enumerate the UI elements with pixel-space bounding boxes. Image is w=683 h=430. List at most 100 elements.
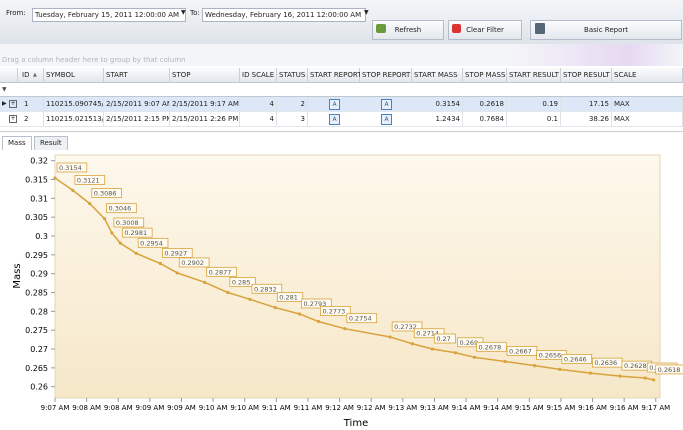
grid-cell: MAX	[612, 112, 683, 126]
grid-cell: 0.7684	[463, 112, 507, 126]
x-tick-label: 9:17 AM	[641, 404, 670, 412]
label-box	[476, 341, 507, 352]
label-box	[561, 353, 593, 364]
column-header[interactable]: STATUS	[277, 68, 308, 83]
from-label: From:	[6, 9, 26, 17]
data-grid: ID SYMBOL START STOP ID SCALE STATUS START REP…	[0, 68, 683, 128]
column-header[interactable]: STOP REPORT	[360, 68, 412, 83]
to-label: To:	[190, 9, 200, 17]
tab-mass[interactable]: Mass	[2, 136, 32, 150]
basic-report-button[interactable]: Basic Report	[530, 20, 682, 40]
dropdown-arrow[interactable]: ▼	[181, 9, 186, 16]
label-box	[206, 266, 237, 277]
column-header[interactable]: STOP	[170, 68, 240, 83]
expand-box[interactable]: +	[9, 100, 17, 108]
data-label: 0.2773	[323, 308, 346, 316]
y-tick-label: 0.29	[30, 270, 48, 279]
x-tick-label: 9:11 AM	[262, 404, 291, 412]
y-tick-label: 0.31	[30, 194, 48, 203]
grid-cell: 3	[277, 112, 308, 126]
x-tick-label: 9:14 AM	[452, 404, 481, 412]
grid-cell: 17.15	[561, 97, 612, 111]
splitter	[0, 131, 683, 132]
to-combo[interactable]: Wednesday, February 16, 2011 12:00:00 AM	[202, 8, 366, 22]
grid-cell: 110215.090745/4	[44, 97, 104, 111]
column-header[interactable]: START MASS	[412, 68, 463, 83]
expand-box[interactable]: +	[9, 115, 17, 123]
report-icon[interactable]: A	[381, 99, 392, 110]
label-box	[121, 227, 153, 238]
x-tick-label: 9:10 AM	[199, 404, 228, 412]
data-label: 0.285	[232, 279, 251, 287]
data-point	[410, 342, 414, 346]
clear-filter-button[interactable]: Clear Filter	[448, 20, 522, 40]
x-tick-label: 9:07 AM	[41, 404, 70, 412]
grid-cell: 0.3154	[412, 97, 463, 111]
data-label: 0.2656	[539, 352, 562, 360]
label-box	[91, 188, 122, 198]
data-label: 0.3086	[94, 190, 117, 198]
data-label: 0.3046	[109, 205, 132, 213]
report-icon[interactable]: A	[381, 114, 392, 125]
x-tick-label: 9:10 AM	[230, 404, 259, 412]
data-point	[297, 312, 302, 316]
column-header[interactable]: STOP RESULT	[561, 68, 612, 83]
y-axis-title: Mass	[12, 263, 23, 288]
data-label: 0.3121	[77, 176, 100, 184]
report-icon[interactable]: A	[329, 99, 340, 110]
data-point	[618, 374, 622, 378]
filter-row	[0, 83, 683, 97]
data-point	[643, 376, 647, 380]
grid-row[interactable]	[0, 97, 683, 112]
column-header[interactable]: START	[104, 68, 170, 83]
grid-cell: 1	[18, 97, 44, 111]
column-header[interactable]: SCALE	[612, 68, 683, 83]
label-box	[655, 364, 683, 375]
data-point	[134, 251, 138, 255]
data-point	[532, 364, 537, 368]
data-point	[343, 327, 347, 331]
y-tick-label: 0.32	[30, 157, 48, 166]
data-point	[203, 280, 207, 284]
column-header[interactable]: ID SCALE	[240, 68, 277, 83]
y-tick-label: 0.27	[30, 345, 48, 354]
group-hint: Drag a column header here to group by th…	[2, 56, 186, 64]
data-point	[71, 188, 75, 193]
data-label: 0.2954	[140, 239, 163, 247]
data-point	[472, 355, 477, 359]
y-tick-label: 0.315	[25, 175, 48, 184]
x-axis-title: Time	[343, 418, 368, 429]
filter-icon: ▼	[2, 86, 7, 93]
data-line	[54, 177, 654, 381]
grid-cell: MAX	[612, 97, 683, 111]
column-header[interactable]: START RESULT	[507, 68, 561, 83]
from-combo[interactable]: Tuesday, February 15, 2011 12:00:00 AM	[32, 8, 186, 22]
data-label: 0.3008	[116, 219, 139, 227]
x-tick-label: 9:08 AM	[104, 404, 133, 412]
data-point	[453, 351, 458, 355]
column-header[interactable]: SYMBOL	[44, 68, 104, 83]
data-point	[158, 261, 162, 266]
data-label: 0.27	[436, 335, 450, 343]
tab-result[interactable]: Result	[34, 136, 68, 150]
grid-cell: 2/15/2011 9:17 AM	[170, 97, 240, 111]
column-header[interactable]: STOP MASS	[463, 68, 507, 83]
x-tick-label: 9:08 AM	[72, 404, 101, 412]
data-point	[118, 241, 122, 245]
data-point	[388, 335, 392, 339]
column-header[interactable]: START REPORT	[308, 68, 361, 83]
data-label: 0.2877	[209, 268, 232, 276]
data-label: 0.2981	[124, 229, 147, 237]
data-point	[226, 290, 230, 295]
grid-cell: 2/15/2011 9:07 AM	[104, 97, 170, 111]
x-tick-label: 9:16 AM	[578, 404, 607, 412]
label-box	[251, 283, 283, 294]
column-header[interactable]: ID	[18, 68, 44, 83]
x-tick-label: 9:12 AM	[357, 404, 386, 412]
dropdown-arrow[interactable]: ▼	[364, 9, 369, 16]
chart: Mass Time 0.32 0.315 0.31 0.305 0.3 0.295 0.29…	[12, 154, 683, 429]
data-label: 0.2636	[594, 359, 617, 367]
refresh-button[interactable]: Refresh	[372, 20, 444, 40]
grid-row[interactable]	[0, 112, 683, 127]
report-icon[interactable]: A	[329, 114, 340, 125]
